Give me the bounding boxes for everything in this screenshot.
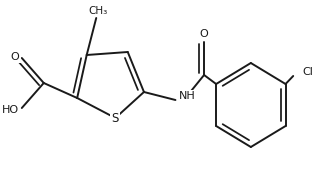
Text: NH: NH bbox=[179, 91, 196, 101]
Text: O: O bbox=[11, 52, 19, 62]
Text: HO: HO bbox=[2, 105, 19, 115]
Text: CH₃: CH₃ bbox=[89, 6, 108, 16]
Text: S: S bbox=[112, 111, 119, 124]
Text: O: O bbox=[200, 29, 208, 39]
Text: Cl: Cl bbox=[303, 67, 313, 77]
